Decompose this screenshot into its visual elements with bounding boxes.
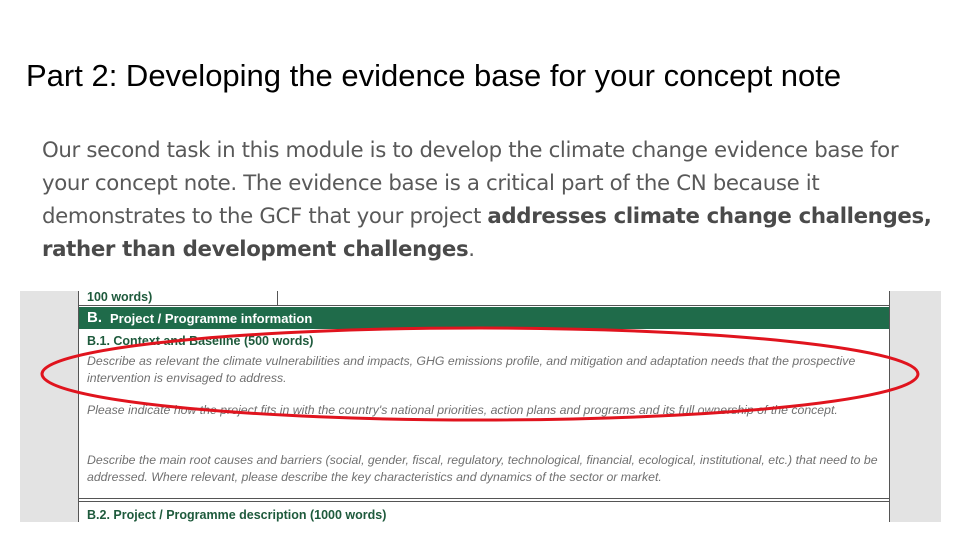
body-text-intro: Our second task in this module is to dev…	[42, 138, 899, 229]
previous-field-row: 100 words)	[79, 291, 889, 306]
body-text-emphasis: addresses climate change challenges, rat…	[42, 204, 932, 262]
slide-title: Part 2: Developing the evidence base for…	[26, 58, 842, 93]
concept-note-form: 100 words) B. Project / Programme inform…	[78, 291, 890, 522]
slide-body-text: Our second task in this module is to dev…	[42, 134, 932, 266]
subsection-b1-heading: B.1. Context and Baseline (500 words)	[87, 334, 314, 348]
paragraph-climate-vulnerabilities: Describe as relevant the climate vulnera…	[87, 354, 856, 385]
form-divider-bottom	[79, 501, 889, 502]
section-b-header: B. Project / Programme information	[79, 307, 889, 329]
form-divider-top	[79, 498, 889, 499]
subsection-b2-heading: B.2. Project / Programme description (10…	[87, 508, 387, 522]
paragraph-root-causes: Describe the main root causes and barrie…	[87, 453, 878, 484]
previous-field-label-cell: 100 words)	[79, 291, 278, 305]
section-letter: B.	[87, 309, 102, 326]
form-excerpt-image: 100 words) B. Project / Programme inform…	[20, 291, 941, 522]
body-text-end: .	[468, 237, 475, 262]
paragraph-national-priorities: Please indicate how the project fits in …	[87, 403, 838, 417]
previous-field-label: 100 words)	[87, 291, 153, 304]
section-label: Project / Programme information	[110, 311, 313, 326]
